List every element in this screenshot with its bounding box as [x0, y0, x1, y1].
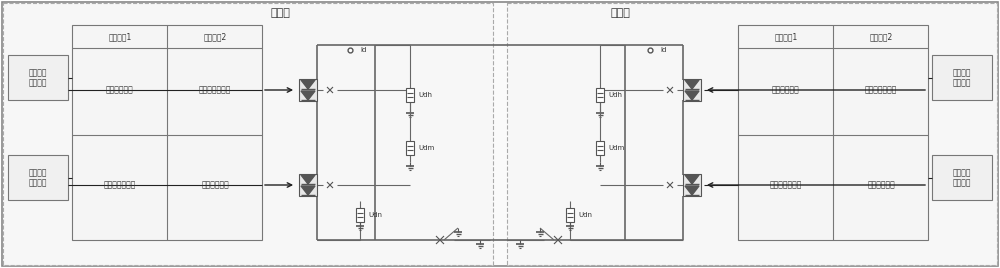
Text: Udn: Udn	[578, 212, 592, 218]
Text: 控制方式1: 控制方式1	[774, 32, 798, 42]
Polygon shape	[685, 175, 699, 184]
Text: Udh: Udh	[418, 92, 432, 98]
Text: 定阀组电压控制: 定阀组电压控制	[865, 85, 897, 95]
Bar	[932, 55, 992, 100]
Bar	[932, 155, 992, 200]
Bar	[406, 88, 414, 102]
Polygon shape	[301, 80, 315, 89]
Bar	[72, 25, 262, 240]
Text: 低压阀组
控制主机: 低压阀组 控制主机	[29, 168, 47, 188]
Text: 高压阀组
控制主机: 高压阀组 控制主机	[29, 68, 47, 88]
Text: Id: Id	[360, 47, 366, 53]
Polygon shape	[685, 91, 699, 100]
Text: 定阀组电压控制: 定阀组电压控制	[770, 181, 802, 189]
Bar	[299, 174, 317, 196]
Text: 整流侧: 整流侧	[270, 8, 290, 18]
Text: 定极电流控制: 定极电流控制	[106, 85, 134, 95]
Bar	[566, 208, 574, 222]
Text: Udm: Udm	[608, 145, 624, 151]
Bar	[299, 79, 317, 101]
Polygon shape	[685, 186, 699, 195]
Text: 控制方式1: 控制方式1	[108, 32, 132, 42]
Bar	[683, 174, 701, 196]
Polygon shape	[685, 80, 699, 89]
Text: 定阀组电压控制: 定阀组电压控制	[104, 181, 136, 189]
Bar	[596, 88, 604, 102]
Bar	[8, 155, 68, 200]
Text: 定极电压控制: 定极电压控制	[772, 85, 800, 95]
Bar	[406, 141, 414, 155]
Text: Udh: Udh	[608, 92, 622, 98]
Bar	[507, 3, 997, 265]
Text: 逆变侧: 逆变侧	[610, 8, 630, 18]
Text: 定极电压控制: 定极电压控制	[867, 181, 895, 189]
Text: 低压阀组
控制主机: 低压阀组 控制主机	[953, 168, 971, 188]
Bar	[3, 3, 493, 265]
Text: Id: Id	[660, 47, 666, 53]
Text: 控制方式2: 控制方式2	[869, 32, 893, 42]
Text: 定极电流控制: 定极电流控制	[201, 181, 229, 189]
Text: 定阀组电压控制: 定阀组电压控制	[199, 85, 231, 95]
Polygon shape	[301, 175, 315, 184]
Text: Udn: Udn	[368, 212, 382, 218]
Bar	[8, 55, 68, 100]
Bar	[596, 141, 604, 155]
Text: 控制方式2: 控制方式2	[203, 32, 227, 42]
Text: Udm: Udm	[418, 145, 434, 151]
Polygon shape	[301, 186, 315, 195]
Bar	[356, 208, 364, 222]
Bar	[683, 79, 701, 101]
Bar	[738, 25, 928, 240]
Polygon shape	[301, 91, 315, 100]
Text: 高压阀组
控制主机: 高压阀组 控制主机	[953, 68, 971, 88]
